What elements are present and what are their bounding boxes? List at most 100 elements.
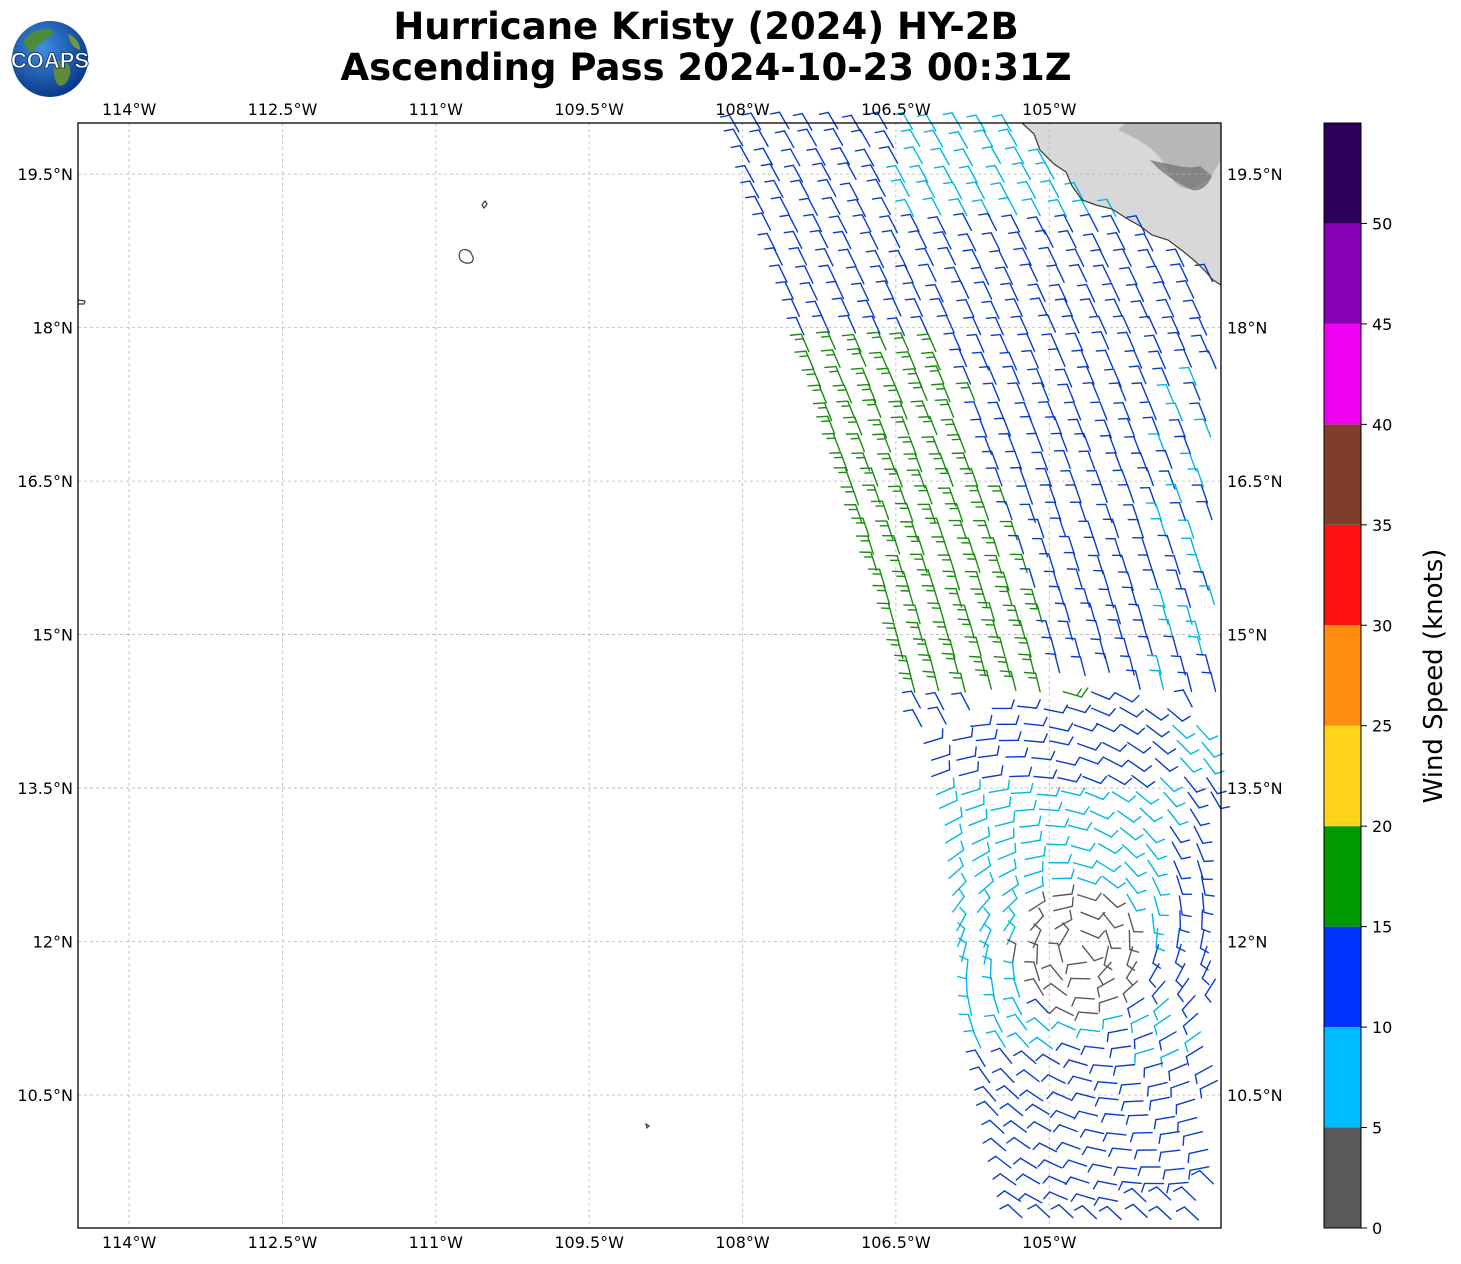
wind-barb: [1201, 960, 1212, 986]
wind-barb: [978, 365, 997, 385]
island-socorro: [458, 249, 474, 264]
wind-barb: [893, 111, 913, 130]
wind-barb: [1070, 655, 1086, 677]
wind-barb: [909, 164, 929, 183]
wind-barb: [1170, 655, 1186, 676]
wind-barb: [1049, 283, 1068, 303]
lat-tick-label: 12°N: [33, 933, 73, 952]
wind-barb: [1114, 692, 1140, 703]
wind-barb: [997, 842, 1017, 861]
wind-barb: [875, 280, 894, 299]
wind-barb: [922, 670, 940, 692]
wind-barb: [948, 197, 968, 217]
wind-barb: [991, 1067, 1015, 1084]
lat-tick-label: 18°N: [1227, 319, 1267, 338]
wind-barb: [957, 975, 969, 999]
wind-barb: [1189, 808, 1211, 827]
wind-barb: [1080, 602, 1096, 623]
wind-barb: [917, 654, 936, 675]
wind-barb: [1074, 432, 1092, 452]
wind-barb: [1028, 891, 1046, 912]
lat-tick-label: 13.5°N: [17, 779, 73, 798]
wind-barb: [850, 129, 871, 148]
wind-barb: [1013, 247, 1032, 266]
wind-barb: [923, 129, 944, 148]
wind-barb: [1152, 281, 1171, 300]
wind-barb: [1102, 1132, 1127, 1142]
wind-barb: [947, 840, 965, 862]
wind-barb: [982, 1137, 1007, 1152]
globe-logo-icon: COAPS: [10, 21, 90, 97]
wind-barb: [984, 1014, 1003, 1033]
wind-barb: [1031, 750, 1056, 761]
wind-barb: [1004, 146, 1025, 165]
wind-barb: [893, 654, 912, 676]
lon-tick-label: 109.5°W: [554, 1233, 624, 1252]
wind-barb: [897, 436, 917, 456]
wind-barb: [1076, 892, 1102, 902]
wind-barb: [1081, 945, 1104, 962]
wind-barb: [1132, 537, 1149, 557]
wind-barb: [828, 452, 848, 472]
wind-barb: [985, 316, 1004, 336]
wind-barb: [1158, 470, 1176, 490]
wind-barb: [1093, 1081, 1118, 1091]
wind-barb: [1165, 402, 1183, 422]
wind-barb: [1111, 791, 1137, 803]
wind-barb: [941, 652, 959, 674]
wind-barb: [1091, 483, 1108, 504]
wind-barb: [1016, 180, 1037, 200]
wind-barbs: [719, 111, 1231, 1221]
wind-barb: [999, 1203, 1023, 1219]
wind-barb: [1070, 842, 1096, 852]
wind-barb: [1090, 248, 1109, 268]
wind-barb: [1134, 233, 1154, 252]
wind-barb: [1102, 742, 1128, 752]
wind-barb: [740, 180, 760, 199]
wind-barb: [1014, 636, 1032, 658]
lon-tick-labels-bottom: 114°W 112.5°W 111°W 109.5°W 108°W 106.5°W 105°…: [102, 1233, 1077, 1252]
wind-barb: [931, 536, 950, 556]
wind-barb: [1121, 844, 1146, 859]
wind-barb: [798, 197, 818, 216]
wind-barb: [823, 127, 844, 146]
lon-tick-label: 106.5°W: [861, 1233, 931, 1252]
wind-barb: [976, 889, 991, 914]
wind-barb: [951, 692, 971, 711]
wind-barb: [1026, 1121, 1052, 1132]
lon-tick-label: 112.5°W: [248, 100, 318, 119]
wind-barb: [1045, 652, 1061, 674]
wind-barb: [1065, 332, 1084, 352]
wind-barb: [1188, 1166, 1210, 1180]
wind-barb: [1057, 773, 1082, 783]
wind-barb: [1159, 777, 1183, 793]
wind-barb: [811, 314, 830, 334]
wind-barb: [855, 535, 875, 555]
wind-barb: [1135, 791, 1160, 805]
wind-barb: [1026, 1017, 1050, 1032]
wind-barb: [981, 450, 999, 470]
wind-barb: [987, 1155, 1012, 1169]
wind-barb: [1003, 907, 1016, 932]
wind-barb: [1104, 757, 1129, 768]
wind-barb: [1097, 198, 1117, 217]
wind-barb: [1109, 1045, 1132, 1059]
wind-barb: [1004, 298, 1023, 317]
wind-barb: [962, 553, 981, 574]
wind-barb: [1035, 1053, 1061, 1065]
wind-barb: [1142, 569, 1159, 589]
wind-barb: [1078, 520, 1095, 540]
wind-barb: [1175, 963, 1186, 988]
wind-barb: [1125, 1114, 1149, 1126]
wind-barb: [1102, 518, 1120, 539]
lat-tick-labels-left: 19.5°N 18°N 16.5°N 15°N 13.5°N 12°N 10.5°N: [17, 165, 73, 1105]
wind-barb: [1080, 1045, 1105, 1056]
wind-barb: [963, 316, 982, 336]
wind-barb: [894, 502, 914, 523]
wind-barb: [1174, 348, 1192, 368]
wind-barb: [1210, 791, 1231, 810]
wind-barb: [1127, 912, 1144, 933]
wind-barb: [1025, 1103, 1050, 1115]
wind-barb: [1189, 402, 1207, 422]
wind-barb: [1060, 470, 1077, 490]
